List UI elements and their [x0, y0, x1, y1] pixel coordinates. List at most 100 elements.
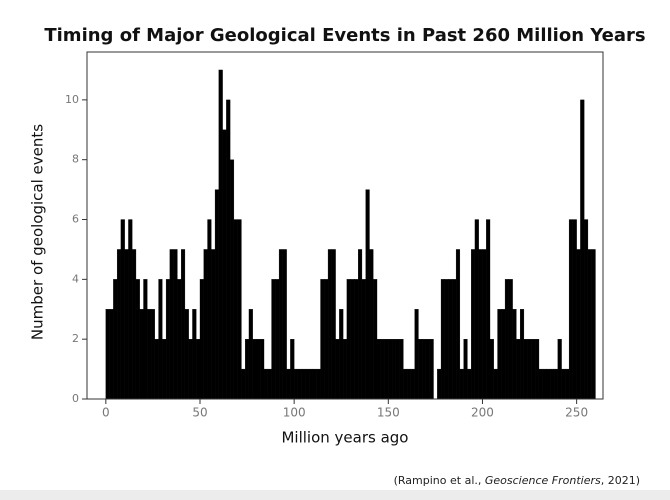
bar	[294, 368, 299, 400]
bar	[422, 339, 427, 400]
x-tick-label: 0	[102, 406, 110, 420]
bar	[305, 368, 310, 400]
source-note: (Rampino et al., Geoscience Frontiers, 2…	[394, 474, 640, 487]
bar	[535, 339, 540, 400]
bar	[501, 309, 506, 400]
bar	[181, 249, 186, 400]
y-tick-label: 2	[72, 332, 79, 345]
bar	[297, 368, 302, 400]
bar	[199, 279, 204, 400]
bar	[576, 249, 581, 400]
bar	[414, 309, 419, 400]
bar	[339, 309, 344, 400]
bar	[580, 99, 585, 400]
bar	[222, 129, 227, 400]
bar	[561, 368, 566, 400]
bar	[226, 99, 231, 400]
bar	[335, 339, 340, 400]
bar	[365, 189, 370, 400]
bar	[132, 249, 137, 400]
bar	[327, 249, 332, 400]
x-tick-label: 250	[565, 406, 588, 420]
bar	[531, 339, 536, 400]
bar	[207, 219, 212, 400]
bar	[486, 219, 491, 400]
bar	[459, 368, 464, 400]
bar	[467, 368, 472, 400]
y-tick-label: 10	[65, 93, 79, 106]
bar	[278, 249, 284, 400]
bar	[546, 368, 551, 400]
bar	[572, 219, 577, 400]
bar	[203, 249, 208, 400]
bar	[369, 249, 374, 400]
bar	[474, 219, 479, 400]
plot-frame	[86, 51, 604, 400]
bar	[320, 279, 325, 400]
source-part: Geoscience Frontiers	[485, 474, 601, 487]
bar	[165, 279, 171, 400]
bar	[512, 309, 517, 400]
bar	[237, 219, 242, 400]
bar	[437, 368, 442, 400]
bar	[256, 339, 261, 400]
bar	[346, 279, 351, 400]
bar	[406, 368, 412, 400]
bar	[158, 279, 163, 400]
bar	[267, 368, 272, 400]
bar	[331, 249, 336, 400]
bar	[135, 279, 140, 400]
bar	[245, 339, 250, 400]
bar	[550, 368, 555, 400]
bar	[455, 249, 461, 400]
bar	[263, 368, 268, 400]
bar	[290, 339, 295, 400]
bar	[410, 368, 415, 400]
bar	[120, 219, 125, 400]
bar	[147, 309, 152, 400]
bar	[565, 368, 570, 400]
bar	[154, 339, 159, 400]
x-tick-label: 100	[283, 406, 306, 420]
bar	[497, 309, 502, 400]
bar	[162, 339, 167, 400]
bar	[188, 339, 193, 400]
bar	[113, 279, 118, 400]
bar	[523, 339, 528, 400]
bar	[489, 339, 494, 400]
bar	[214, 189, 219, 400]
bar	[275, 279, 280, 400]
bar	[584, 219, 589, 400]
bar	[252, 339, 257, 400]
bar	[553, 368, 558, 400]
bar	[192, 309, 197, 400]
x-tick-label: 200	[471, 406, 494, 420]
bar	[384, 339, 389, 400]
bar	[342, 339, 348, 400]
bar	[173, 249, 178, 400]
bar	[128, 219, 133, 400]
bar	[233, 219, 238, 400]
bar	[538, 368, 543, 400]
bar	[312, 368, 317, 400]
bar	[196, 339, 201, 400]
bar	[508, 279, 513, 400]
bar	[557, 339, 562, 400]
bar	[324, 279, 329, 400]
bar	[440, 279, 445, 400]
x-tick-label: 50	[192, 406, 207, 420]
bar	[150, 309, 155, 400]
bar	[399, 339, 404, 400]
bar	[169, 249, 174, 400]
bar	[139, 309, 144, 400]
bar	[403, 368, 408, 400]
bar	[143, 279, 148, 400]
y-axis-label: Number of geological events	[29, 124, 47, 340]
bar	[184, 309, 189, 400]
chart-title: Timing of Major Geological Events in Pas…	[44, 25, 645, 46]
bar	[211, 249, 216, 400]
bar	[493, 368, 498, 400]
y-tick-label: 4	[72, 272, 79, 285]
bar	[542, 368, 547, 400]
